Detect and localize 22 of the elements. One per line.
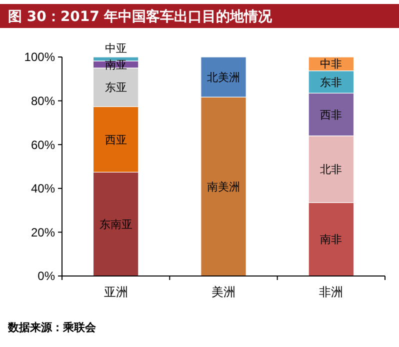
series-label: 东非 xyxy=(320,76,342,89)
chart-title: 图 30：2017 年中国客车出口目的地情况 xyxy=(8,8,274,25)
source-note: 数据来源：乘联会 xyxy=(7,321,97,334)
series-label: 南非 xyxy=(320,233,342,246)
x-tick-label: 美洲 xyxy=(212,285,236,299)
y-tick-label: 80% xyxy=(30,94,56,108)
series-label: 北非 xyxy=(320,163,342,176)
series-label: 中非 xyxy=(320,58,342,71)
series-label: 东南亚 xyxy=(99,218,132,231)
series-label: 南美洲 xyxy=(207,180,240,194)
series-label: 北美洲 xyxy=(207,70,240,84)
x-tick-label: 亚洲 xyxy=(104,285,128,299)
series-label: 中亚 xyxy=(104,42,127,55)
y-tick-label: 60% xyxy=(30,138,56,152)
series-label: 西非 xyxy=(320,108,342,122)
y-tick-label: 40% xyxy=(30,182,56,196)
series-label: 东亚 xyxy=(104,81,127,94)
x-tick-label: 非洲 xyxy=(319,285,344,299)
y-tick-label: 0% xyxy=(38,269,56,284)
y-tick-label: 20% xyxy=(30,225,56,240)
y-tick-label: 100% xyxy=(24,50,56,64)
series-label: 西亚 xyxy=(104,133,127,146)
